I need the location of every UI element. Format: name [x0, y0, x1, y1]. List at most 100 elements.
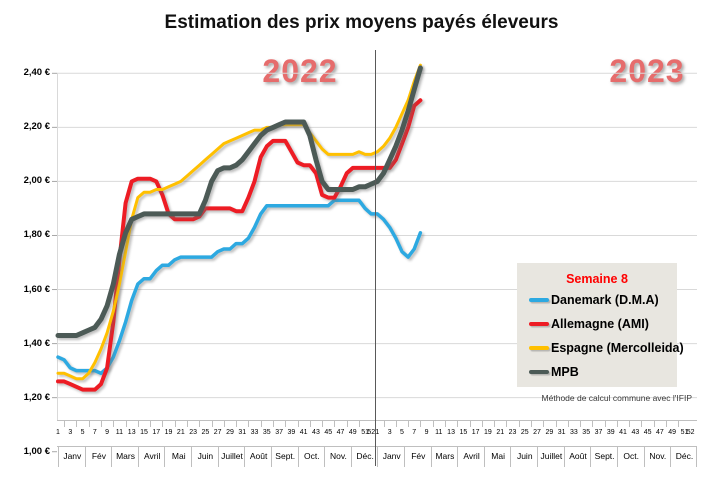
- series-line-espagne: [56, 63, 422, 381]
- series-line-danemark: [56, 198, 423, 376]
- month-row-end-border: [695, 447, 697, 467]
- month-label-juillet: Juillet: [217, 447, 246, 467]
- week-tick-label: 41: [299, 429, 308, 436]
- y-axis-tick-label: 2,20 €: [23, 121, 50, 133]
- week-tick-label: 49: [668, 429, 677, 436]
- legend-box: Semaine 8 Danemark (D.M.A) Allemagne (AMI…: [517, 263, 684, 387]
- week-tick-label: 15: [459, 429, 468, 436]
- week-tick-mark: [543, 421, 545, 427]
- legend-item-allemagne: Allemagne (AMI): [517, 312, 677, 336]
- week-tick-label: 5: [80, 429, 85, 436]
- week-tick-mark: [113, 421, 115, 427]
- month-label-juillet: Juillet: [537, 447, 565, 467]
- month-label-oct: Oct.: [297, 447, 326, 467]
- week-tick-label: 43: [312, 429, 320, 436]
- legend-item-mpb: MPB: [517, 360, 677, 384]
- week-tick-label: 47: [656, 429, 664, 436]
- year-label-2022: 2022: [262, 53, 338, 89]
- week-tick-label: 9: [105, 429, 110, 436]
- year-divider-line: [375, 50, 376, 466]
- week-tick-label: 33: [250, 429, 259, 436]
- week-tick-mark: [481, 421, 483, 427]
- month-label-sept: Sept.: [270, 447, 299, 467]
- month-label-mai: Mai: [483, 447, 512, 467]
- week-tick-mark: [604, 421, 606, 427]
- week-tick-mark: [580, 421, 582, 427]
- week-tick-label: 3: [387, 429, 392, 436]
- month-label-avril: Avril: [457, 447, 485, 467]
- week-tick-label: 11: [115, 429, 124, 436]
- week-tick-label: 31: [238, 429, 247, 436]
- week-tick-label: 1: [56, 429, 60, 436]
- legend-swatch-allemagne: [529, 322, 549, 326]
- week-tick-mark: [236, 421, 238, 427]
- week-tick-label: 17: [152, 429, 161, 436]
- month-label-nov: Nov.: [324, 447, 352, 467]
- month-label-juin: Juin: [191, 447, 219, 467]
- month-label-aot: Août: [563, 447, 592, 467]
- week-tick-label: 25: [520, 429, 529, 436]
- month-label-fv: Fév: [403, 447, 432, 467]
- week-tick-label: 23: [508, 429, 517, 436]
- month-label-juin: Juin: [510, 447, 538, 467]
- legend-label-danemark: Danemark (D.M.A): [551, 293, 659, 307]
- week-tick-mark: [223, 421, 225, 427]
- week-tick-label: 47: [336, 429, 345, 436]
- week-tick-label: 3: [68, 429, 73, 436]
- month-label-aot: Août: [244, 447, 272, 467]
- week-tick-mark: [518, 421, 520, 427]
- week-tick-label: 27: [533, 429, 541, 436]
- legend-label-mpb: MPB: [551, 365, 579, 379]
- week-tick-label: 35: [262, 429, 271, 436]
- week-tick-label: 19: [164, 429, 173, 436]
- week-tick-mark: [395, 421, 397, 427]
- week-tick-mark: [530, 421, 532, 427]
- y-axis-tick-label: 1,20 €: [23, 391, 50, 403]
- week-tick-mark: [506, 421, 508, 427]
- week-tick-label: 39: [606, 429, 615, 436]
- week-tick-label: 45: [324, 429, 333, 436]
- week-tick-mark: [309, 421, 311, 427]
- week-tick-mark: [100, 421, 102, 427]
- week-tick-label: 51: [680, 429, 689, 436]
- week-tick-mark: [469, 421, 471, 427]
- week-tick-mark: [358, 421, 360, 427]
- week-tick-mark: [211, 421, 213, 427]
- month-label-dc: Déc.: [350, 447, 379, 467]
- week-tick-mark: [555, 421, 557, 427]
- y-axis-tick-label: 1,40 €: [23, 337, 50, 349]
- week-tick-mark: [420, 421, 422, 427]
- week-tick-label: 33: [570, 429, 578, 436]
- week-tick-mark: [641, 421, 643, 427]
- week-tick-mark: [174, 421, 176, 427]
- legend-swatch-danemark: [529, 298, 549, 302]
- month-label-mars: Mars: [430, 447, 459, 467]
- legend-label-espagne: Espagne (Mercolleida): [551, 341, 684, 355]
- week-tick-label: 13: [447, 429, 455, 436]
- week-tick-mark: [678, 421, 680, 427]
- legend-header-semaine: Semaine 8: [566, 272, 628, 286]
- chart-title: Estimation des prix moyens payés éleveur…: [164, 12, 559, 33]
- week-tick-mark: [334, 421, 336, 427]
- week-tick-mark: [272, 421, 274, 427]
- footnote-text: Méthode de calcul commune avec l'IFIP: [541, 393, 692, 403]
- week-tick-label: 1: [375, 429, 380, 436]
- y-axis-tick-label: 2,00 €: [23, 175, 50, 187]
- week-tick-label: 45: [643, 429, 652, 436]
- week-tick-label: 39: [287, 429, 296, 436]
- week-tick-label: 29: [545, 429, 554, 436]
- month-label-row: Janv Fév Mars Avril Mai Juin Juillet Août Sept. O…: [57, 446, 697, 469]
- week-tick-label: 35: [582, 429, 591, 436]
- month-label-fv: Fév: [84, 447, 113, 467]
- week-tick-mark: [629, 421, 631, 427]
- week-tick-mark: [494, 421, 496, 427]
- week-tick-mark: [322, 421, 324, 427]
- week-tick-label: 5: [399, 429, 404, 436]
- week-tick-label: 52: [367, 429, 376, 436]
- week-tick-label: 27: [213, 429, 222, 436]
- week-tick-mark: [186, 421, 188, 427]
- week-tick-mark: [199, 421, 201, 427]
- week-tick-label: 31: [557, 429, 566, 436]
